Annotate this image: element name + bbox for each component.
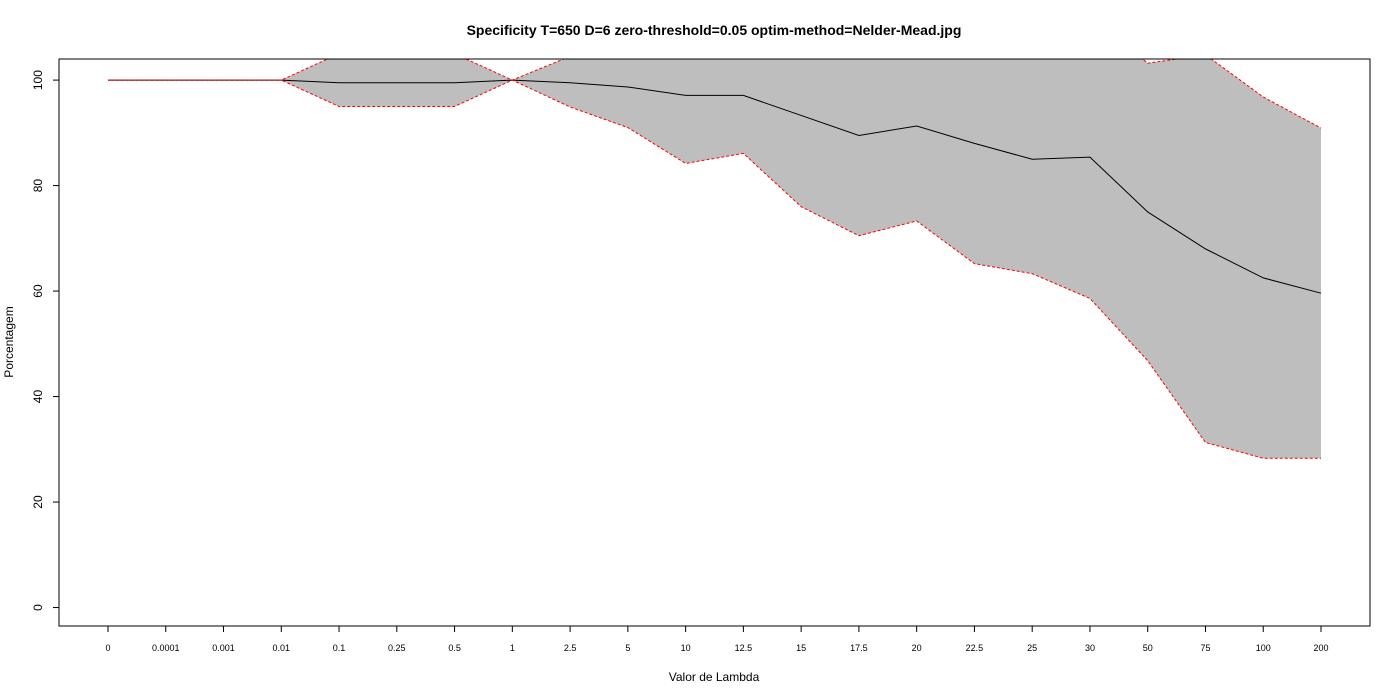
y-axis-label: Porcentagem xyxy=(2,306,16,377)
x-tick-label: 100 xyxy=(1256,643,1271,653)
x-tick-label: 17.5 xyxy=(850,643,868,653)
confidence-band xyxy=(108,59,1321,459)
x-tick-label: 0.5 xyxy=(448,643,461,653)
mean-line xyxy=(108,79,1322,294)
x-tick-label: 10 xyxy=(681,643,691,653)
x-axis: 0 0.0001 0.001 0.01 0.1 0.25 0.5 1 2.5 5 10 12.5 15 1… xyxy=(105,626,1329,653)
y-axis: 0 20 40 60 80 100 xyxy=(31,70,59,611)
y-tick-label: 0 xyxy=(31,604,45,611)
upper-bound-line xyxy=(108,59,1322,129)
y-tick-label: 100 xyxy=(31,70,45,90)
plot-frame xyxy=(58,58,1371,627)
x-tick-label: 0.25 xyxy=(388,643,406,653)
x-tick-label: 15 xyxy=(796,643,806,653)
x-tick-label: 0.001 xyxy=(212,643,235,653)
x-tick-label: 75 xyxy=(1200,643,1210,653)
y-tick-label: 40 xyxy=(31,390,45,404)
x-tick-label: 5 xyxy=(625,643,630,653)
y-tick-label: 80 xyxy=(31,179,45,193)
x-tick-label: 0.0001 xyxy=(152,643,180,653)
x-tick-label: 0.01 xyxy=(273,643,291,653)
x-tick-label: 200 xyxy=(1313,643,1328,653)
x-tick-label: 2.5 xyxy=(564,643,577,653)
x-tick-label: 50 xyxy=(1143,643,1153,653)
x-tick-label: 0 xyxy=(105,643,110,653)
y-tick-label: 60 xyxy=(31,284,45,298)
x-tick-label: 20 xyxy=(912,643,922,653)
x-tick-label: 0.1 xyxy=(333,643,346,653)
plot-area xyxy=(108,59,1322,459)
x-tick-label: 1 xyxy=(510,643,515,653)
x-tick-label: 12.5 xyxy=(735,643,753,653)
x-tick-label: 30 xyxy=(1085,643,1095,653)
lower-bound-line xyxy=(108,79,1321,459)
y-tick-label: 20 xyxy=(31,495,45,509)
x-tick-label: 25 xyxy=(1027,643,1037,653)
x-tick-label: 22.5 xyxy=(966,643,984,653)
x-axis-label: Valor de Lambda xyxy=(669,670,760,684)
chart-title: Specificity T=650 D=6 zero-threshold=0.0… xyxy=(467,22,962,38)
